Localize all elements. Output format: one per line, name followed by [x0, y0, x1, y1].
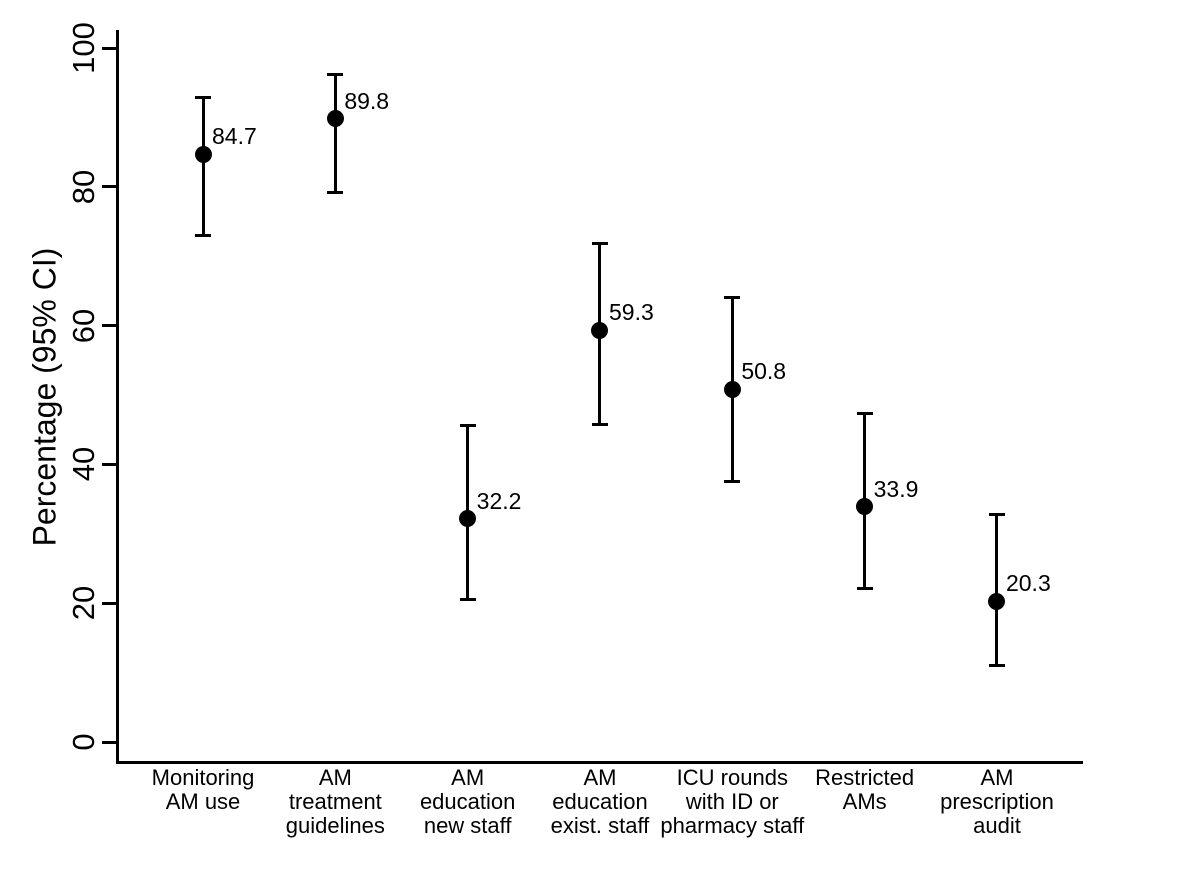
ci-cap-bottom: [591, 423, 608, 427]
y-tick-label-text: 60: [66, 308, 101, 343]
x-category-label: Restricted AMs: [815, 765, 915, 814]
y-tick-mark: [102, 740, 118, 744]
ci-cap-bottom: [459, 597, 476, 601]
ci-cap-bottom: [724, 480, 741, 484]
y-tick-label-text: 20: [66, 585, 101, 621]
y-tick-label-text: 0: [66, 733, 101, 751]
ci-cap-top: [327, 72, 344, 76]
x-category-label: AM prescription audit: [940, 765, 1054, 838]
ci-cap-bottom: [988, 664, 1005, 668]
ci-cap-bottom: [195, 233, 211, 237]
data-point-marker: [459, 510, 477, 528]
x-category-label: ICU rounds with ID or pharmacy staff: [660, 765, 805, 838]
y-axis-title-text: Percentage (95% CI): [26, 247, 63, 547]
data-point-marker: [723, 380, 741, 398]
y-tick-mark: [102, 324, 118, 328]
data-point-marker: [194, 145, 212, 163]
x-category-label: AM treatment guidelines: [285, 765, 385, 838]
value-label: 32.2: [476, 487, 522, 514]
value-label: 33.9: [873, 475, 919, 502]
y-tick-mark: [102, 601, 118, 605]
ci-whisker: [995, 514, 999, 666]
ci-cap-top: [724, 295, 741, 299]
value-label: 84.7: [212, 123, 257, 150]
value-label: 89.8: [344, 87, 390, 114]
data-point-marker: [988, 592, 1006, 610]
value-label: 20.3: [1005, 570, 1051, 597]
x-axis-line: [116, 761, 1083, 764]
y-tick-label-text: 40: [66, 447, 101, 482]
x-category-label: AM education exist. staff: [550, 765, 650, 838]
y-tick-label-text: 100: [66, 22, 101, 74]
y-tick-label-text: 80: [66, 169, 101, 205]
ci-cap-top: [988, 512, 1005, 516]
ci-cap-top: [459, 424, 476, 428]
ci-cap-bottom: [327, 190, 344, 194]
ci-cap-top: [591, 241, 608, 245]
y-tick-mark: [102, 462, 118, 466]
ci-cap-bottom: [856, 587, 873, 591]
data-point-marker: [856, 498, 874, 516]
y-axis-line: [116, 30, 119, 764]
y-tick-mark: [102, 46, 118, 50]
ci-cap-top: [195, 96, 211, 100]
value-label: 50.8: [741, 358, 787, 385]
data-point-marker: [591, 321, 609, 339]
x-category-label: Monitoring AM use: [151, 765, 255, 814]
value-label: 59.3: [608, 299, 654, 326]
y-tick-mark: [102, 185, 118, 189]
ci-cap-top: [856, 411, 873, 415]
data-point-marker: [326, 110, 344, 128]
ci-whisker: [201, 97, 205, 236]
ci-whisker: [333, 74, 337, 193]
x-category-label: AM education new staff: [419, 765, 516, 838]
